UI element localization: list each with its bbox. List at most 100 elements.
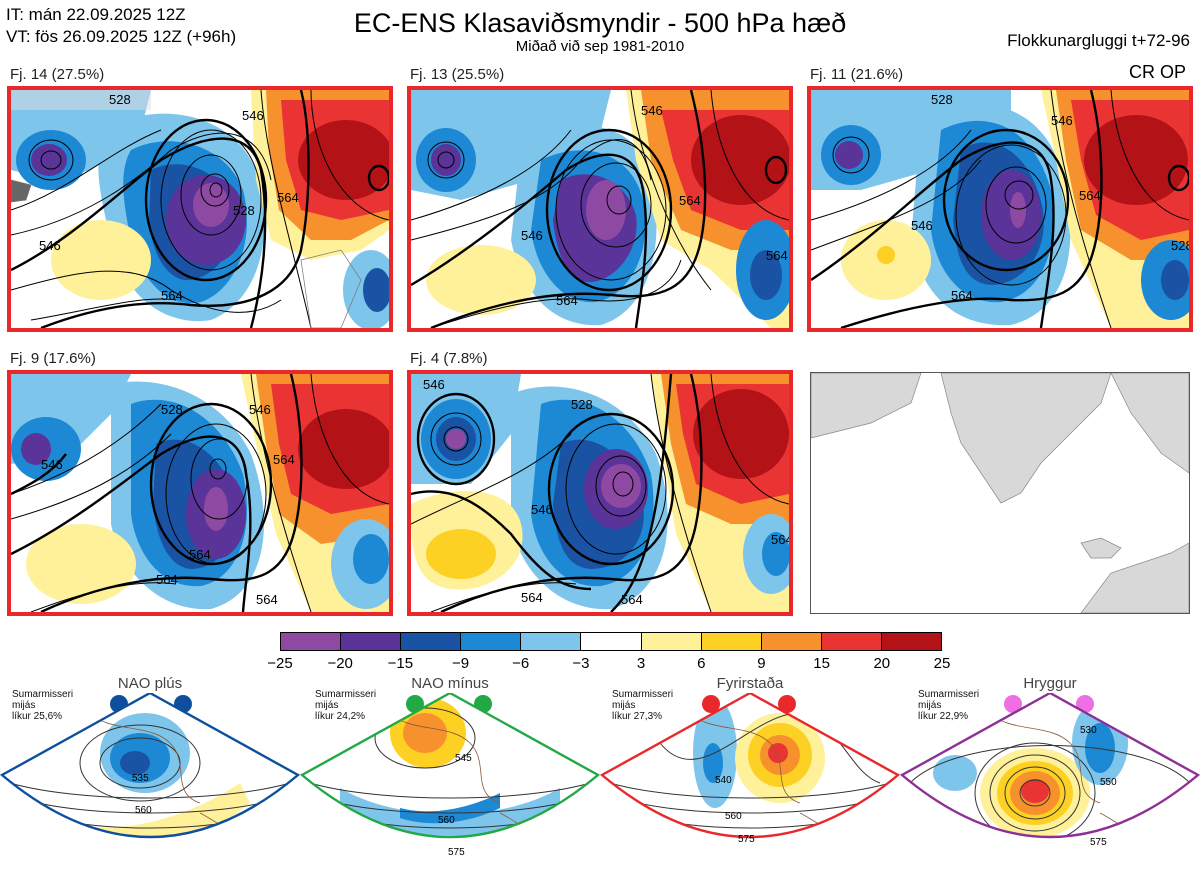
contour-label: 528 bbox=[109, 92, 131, 107]
cluster-map-1[interactable]: 528 546 564 546 564 528 bbox=[7, 86, 393, 332]
regime-marker-dot bbox=[778, 695, 796, 713]
regime-note: Sumarmisseri mijás líkur 22,9% bbox=[918, 689, 980, 722]
cr-op-label: CR OP bbox=[1128, 62, 1186, 82]
contour-label: 546 bbox=[242, 108, 264, 123]
panel-label-3: Fj. 11 (21.6%) bbox=[810, 66, 904, 83]
colorbar-tick-label: 6 bbox=[697, 655, 706, 672]
colorbar-tick-label: −6 bbox=[512, 655, 530, 672]
contour-label: 528 bbox=[233, 203, 255, 218]
regime-note: Sumarmisseri mijás líkur 25,6% bbox=[12, 689, 74, 722]
colorbar-segment bbox=[641, 633, 702, 650]
colorbar-segment bbox=[341, 633, 402, 650]
contour-label: 564 bbox=[256, 592, 278, 607]
colorbar-tick-label: −15 bbox=[387, 655, 414, 672]
colorbar-segment bbox=[821, 633, 882, 650]
regime-marker-dot bbox=[406, 695, 424, 713]
contour-label: 550 bbox=[1100, 777, 1117, 788]
contour-label: 546 bbox=[39, 238, 61, 253]
regime-blocking[interactable]: Fyrirstaða Sumarmisseri mijás líkur 27,3% … bbox=[600, 675, 900, 871]
contour-label: 575 bbox=[738, 834, 755, 845]
regime-title: NAO plús bbox=[117, 675, 183, 692]
regime-nao-minus[interactable]: NAO mínus Sumarmisseri mijás líkur 24,2% 5… bbox=[300, 675, 600, 871]
contour-label: 564 bbox=[951, 288, 973, 303]
regime-title: NAO mínus bbox=[411, 675, 489, 692]
regime-title: Fyrirstaða bbox=[716, 675, 784, 692]
colorbar-segment bbox=[701, 633, 762, 650]
contour-label: 560 bbox=[135, 805, 152, 816]
valid-time: VT: fös 26.09.2025 12Z (+96h) bbox=[6, 27, 237, 46]
contour-label: 564 bbox=[771, 532, 789, 547]
contour-label: 546 bbox=[641, 103, 663, 118]
contour-label: 546 bbox=[249, 402, 271, 417]
initial-time: IT: mán 22.09.2025 12Z bbox=[6, 5, 186, 24]
contour-label: 560 bbox=[725, 811, 742, 822]
contour-label: 564 bbox=[556, 293, 578, 308]
regime-nao-plus[interactable]: NAO plús Sumarmisseri mijás líkur 25,6% 53… bbox=[0, 675, 300, 871]
colorbar-tick-label: 3 bbox=[636, 655, 646, 672]
contour-label: 528 bbox=[571, 397, 593, 412]
colorbar-segment bbox=[461, 633, 522, 650]
contour-label: 546 bbox=[911, 218, 933, 233]
contour-label: 535 bbox=[132, 773, 149, 784]
colorbar-tick-label: −9 bbox=[451, 655, 470, 672]
colorbar-segment bbox=[761, 633, 822, 650]
contour-label: 560 bbox=[438, 815, 455, 826]
contour-label: 564 bbox=[679, 193, 701, 208]
contour-label: 546 bbox=[531, 502, 553, 517]
regime-note: Sumarmisseri mijás líkur 27,3% bbox=[612, 689, 674, 722]
contour-label: 564 bbox=[521, 590, 543, 605]
colorbar-tick-label: 15 bbox=[813, 655, 830, 672]
page-title: EC-ENS Klasaviðsmyndir - 500 hPa hæð bbox=[353, 8, 847, 38]
colorbar-segment bbox=[401, 633, 462, 650]
colorbar-segment bbox=[881, 633, 942, 650]
base-map-panel bbox=[810, 372, 1190, 614]
contour-label: 575 bbox=[1090, 837, 1107, 848]
panel-label-1: Fj. 14 (27.5%) bbox=[10, 66, 105, 83]
colorbar-tick-label: −25 bbox=[267, 655, 293, 672]
contour-label: 575 bbox=[448, 847, 465, 858]
contour-label: 564 bbox=[273, 452, 295, 467]
regime-map: 545 560 575 bbox=[300, 693, 600, 858]
colorbar-ticks: −25 −20 −15 −9 −6 −3 3 6 9 15 20 25 bbox=[267, 655, 950, 673]
colorbar-tick-label: 9 bbox=[757, 655, 766, 672]
contour-label: 545 bbox=[455, 753, 472, 764]
contour-label: 564 bbox=[1079, 188, 1101, 203]
classification-window: Flokkunargluggi t+72-96 bbox=[1007, 31, 1190, 50]
colorbar-segment bbox=[521, 633, 582, 650]
contour-label: 530 bbox=[1080, 725, 1097, 736]
contour-label: 528 bbox=[931, 92, 953, 107]
contour-label: 564 bbox=[161, 288, 183, 303]
contour-label: 546 bbox=[423, 377, 445, 392]
panel-label-2: Fj. 13 (25.5%) bbox=[410, 66, 505, 83]
regime-ridge[interactable]: Hryggur Sumarmisseri mijás líkur 22,9% 530 bbox=[900, 675, 1200, 871]
regime-map: 530 550 575 bbox=[900, 693, 1200, 848]
colorbar-segment bbox=[581, 633, 642, 650]
colorbar-tick-label: 25 bbox=[933, 655, 951, 672]
contour-label: 564 bbox=[156, 572, 178, 587]
contour-label: 564 bbox=[189, 547, 211, 562]
contour-label: 564 bbox=[277, 190, 299, 205]
colorbar bbox=[280, 632, 942, 651]
panel-label-4: Fj. 9 (17.6%) bbox=[10, 350, 96, 367]
contour-label: 546 bbox=[521, 228, 543, 243]
contour-label: 528 bbox=[161, 402, 183, 417]
colorbar-tick-label: −20 bbox=[327, 655, 353, 672]
contour-label: 546 bbox=[41, 457, 63, 472]
contour-label: 540 bbox=[715, 775, 732, 786]
contour-label: 564 bbox=[621, 592, 643, 607]
regime-map: 535 560 bbox=[0, 693, 300, 839]
regime-map: 540 560 575 bbox=[600, 693, 900, 845]
cluster-map-5[interactable]: 546 528 546 564 564 564 bbox=[407, 370, 793, 616]
colorbar-segment bbox=[281, 633, 342, 650]
cluster-map-3[interactable]: 528 546 564 546 564 528 bbox=[807, 86, 1193, 332]
colorbar-tick-label: 20 bbox=[873, 655, 891, 672]
header-times: IT: mán 22.09.2025 12Z VT: fös 26.09.202… bbox=[6, 4, 236, 48]
regime-title: Hryggur bbox=[1023, 675, 1077, 692]
regime-marker-dot bbox=[702, 695, 720, 713]
cluster-map-2[interactable]: 546 564 546 564 564 bbox=[407, 86, 793, 332]
regime-marker-dot bbox=[1076, 695, 1094, 713]
cluster-map-4[interactable]: 528 546 564 546 564 564 564 bbox=[7, 370, 393, 616]
contour-label: 546 bbox=[1051, 113, 1073, 128]
regime-note: Sumarmisseri mijás líkur 24,2% bbox=[315, 689, 377, 722]
contour-label: 564 bbox=[766, 248, 788, 263]
